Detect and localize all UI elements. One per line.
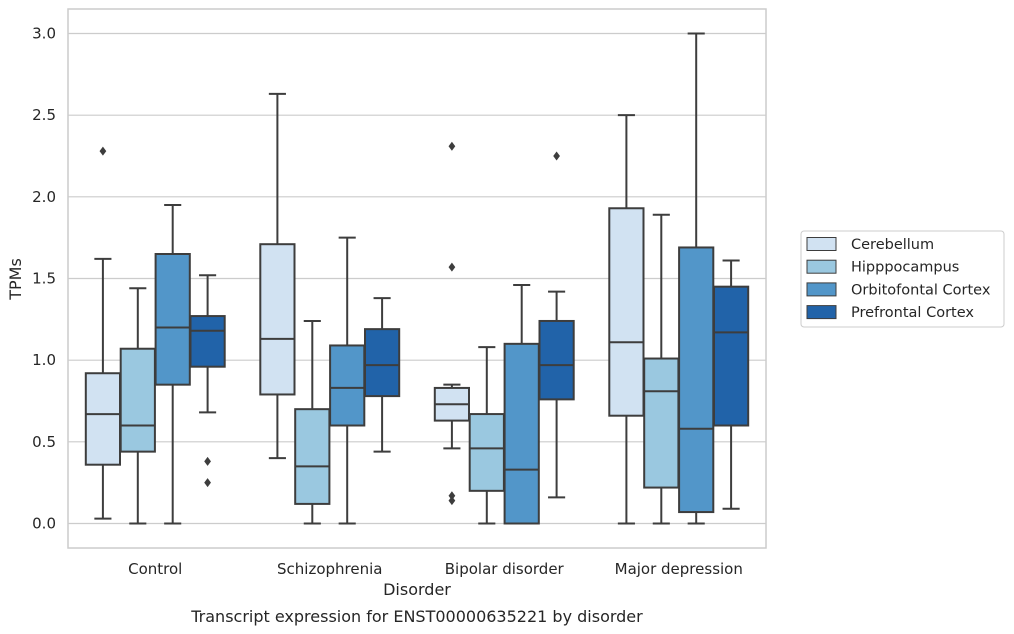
y-tick-label: 1.5 (32, 270, 56, 288)
legend-label: Prefrontal Cortex (851, 305, 974, 321)
box-hipppocampus (294, 319, 331, 525)
box-prefrontal-cortex (363, 297, 401, 453)
box-iqr (678, 246, 715, 514)
outlier-point (448, 141, 456, 151)
box-iqr (189, 315, 226, 368)
box-iqr (643, 357, 680, 489)
y-tick-label: 3.0 (32, 25, 56, 43)
box-iqr (119, 347, 156, 453)
x-axis-ticks: Control Schizophrenia Bipolar disorder Majo… (128, 560, 743, 578)
box-cerebellum (433, 141, 471, 506)
box-prefrontal-cortex (712, 259, 750, 510)
box-iqr (84, 372, 122, 466)
box-orbitofontal-cortex (329, 236, 366, 525)
legend-swatch (806, 282, 837, 297)
outlier-point (204, 478, 211, 488)
y-axis-ticks: 0.0 0.5 1.0 1.5 2.0 2.5 3.0 (32, 25, 56, 533)
box-iqr (259, 243, 296, 396)
x-tick-label: Schizophrenia (277, 560, 382, 578)
chart-caption: Transcript expression for ENST0000063522… (190, 607, 643, 626)
box-orbitofontal-cortex (678, 32, 715, 525)
y-tick-label: 0.5 (32, 433, 56, 451)
legend-frame (800, 230, 1005, 328)
box-iqr (608, 207, 645, 417)
legend-swatch (806, 259, 837, 274)
box-iqr (329, 344, 366, 427)
box-iqr (154, 253, 191, 386)
legend-label: Cerebellum (851, 237, 934, 253)
box-orbitofontal-cortex (154, 204, 191, 525)
legend-items: Cerebellum Hipppocampus Orbitofontal Corte… (806, 237, 991, 321)
outlier-point (553, 151, 560, 161)
x-axis-title: Disorder (383, 580, 451, 599)
box-prefrontal-cortex (189, 274, 226, 488)
box-series (84, 32, 750, 525)
y-tick-label: 2.0 (32, 188, 56, 206)
box-cerebellum (259, 92, 296, 460)
plot-area-frame (67, 8, 767, 549)
x-tick-label: Control (128, 560, 182, 578)
outlier-point (448, 491, 456, 501)
outlier-point (99, 146, 107, 156)
legend-swatch (806, 305, 837, 320)
box-hipppocampus (643, 213, 680, 525)
y-tick-label: 1.0 (32, 351, 56, 369)
y-axis-title: TPMs (6, 258, 25, 301)
box-iqr (712, 285, 750, 427)
box-hipppocampus (119, 287, 156, 525)
legend: Cerebellum Hipppocampus Orbitofontal Corte… (800, 230, 1005, 328)
box-iqr (538, 319, 575, 401)
box-cerebellum (608, 114, 645, 525)
outlier-point (448, 262, 456, 272)
legend-label: Hipppocampus (851, 260, 959, 276)
outlier-point (448, 496, 456, 506)
outlier-point (204, 456, 211, 466)
box-hipppocampus (468, 346, 505, 525)
box-iqr (468, 413, 505, 492)
x-tick-label: Bipolar disorder (445, 560, 565, 578)
y-tick-label: 2.5 (32, 106, 56, 124)
y-tick-label: 0.0 (32, 515, 56, 533)
x-tick-label: Major depression (615, 560, 743, 578)
box-cerebellum (84, 146, 122, 520)
box-iqr (363, 328, 401, 398)
legend-label: Orbitofontal Cortex (851, 282, 991, 298)
legend-swatch (806, 237, 837, 251)
box-prefrontal-cortex (538, 151, 575, 499)
box-orbitofontal-cortex (503, 284, 540, 525)
box-iqr (503, 342, 540, 525)
box-iqr (294, 408, 331, 505)
